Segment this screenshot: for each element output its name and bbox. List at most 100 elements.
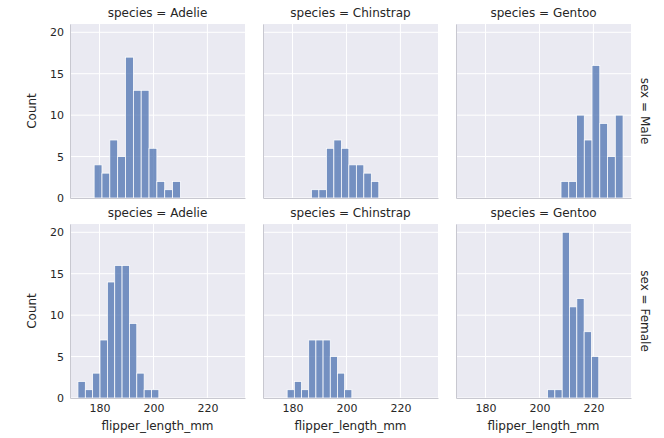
histogram-bar bbox=[126, 57, 134, 198]
grid-line-y bbox=[456, 356, 631, 357]
grid-line-y bbox=[263, 315, 438, 316]
y-axis-line bbox=[70, 225, 71, 399]
histogram-bar bbox=[165, 190, 173, 198]
histogram-bar bbox=[115, 265, 122, 398]
panel-title: species = Gentoo bbox=[490, 6, 596, 20]
grid-line-y bbox=[456, 32, 631, 33]
y-tick: 5 bbox=[57, 351, 70, 364]
y-tick: 0 bbox=[57, 192, 70, 205]
histogram-bar bbox=[78, 381, 85, 398]
grid-line-y bbox=[263, 115, 438, 116]
y-tick: 5 bbox=[57, 151, 70, 164]
y-tick-label: 5 bbox=[57, 151, 64, 164]
histogram-bar bbox=[334, 140, 341, 198]
panel: species = Gentoo sex = Male bbox=[456, 6, 652, 199]
x-axis: 180 200 220 bbox=[71, 398, 246, 415]
x-axis: 180200220 bbox=[457, 398, 632, 415]
grid-line-x bbox=[153, 224, 154, 398]
x-tick: 180 bbox=[90, 398, 111, 415]
histogram-bar bbox=[157, 181, 165, 198]
grid-line-y bbox=[456, 273, 631, 274]
row-label: sex = Male bbox=[638, 78, 652, 145]
x-axis bbox=[71, 198, 246, 200]
histogram-bar bbox=[555, 390, 562, 398]
histogram-bar bbox=[151, 390, 158, 398]
histogram-bar bbox=[85, 390, 92, 398]
grid-line-x bbox=[292, 24, 293, 198]
histogram-bar bbox=[129, 323, 136, 398]
panel: 05101520species = AdelieCount bbox=[25, 6, 246, 205]
x-axis-line bbox=[457, 198, 632, 199]
histogram-bar bbox=[326, 148, 333, 198]
y-tick: 10 bbox=[50, 109, 70, 122]
y-tick-label: 5 bbox=[57, 351, 64, 364]
x-tick-label: 200 bbox=[143, 402, 164, 415]
y-axis-line bbox=[70, 25, 71, 199]
x-axis bbox=[264, 198, 439, 200]
grid bbox=[263, 24, 438, 198]
y-tick: 10 bbox=[50, 309, 70, 322]
histogram-bar bbox=[569, 181, 577, 198]
y-tick: 15 bbox=[50, 68, 70, 81]
y-axis bbox=[456, 25, 458, 199]
x-tick: 180 bbox=[283, 398, 304, 415]
plot-background bbox=[263, 24, 438, 198]
x-axis-title: flipper_length_mm bbox=[101, 419, 213, 433]
histogram-bar bbox=[584, 140, 592, 198]
histogram-bar bbox=[569, 307, 576, 398]
histogram-bar bbox=[137, 373, 144, 398]
x-axis-title: flipper_length_mm bbox=[294, 419, 406, 433]
plot-background bbox=[263, 224, 438, 398]
y-tick: 0 bbox=[57, 392, 70, 405]
histogram-bar bbox=[118, 157, 126, 198]
grid-line-y bbox=[456, 73, 631, 74]
x-tick-label: 220 bbox=[390, 402, 411, 415]
y-tick-label: 15 bbox=[50, 68, 64, 81]
histogram-bar bbox=[110, 140, 118, 198]
plot-background bbox=[70, 224, 245, 398]
x-tick-label: 220 bbox=[583, 402, 604, 415]
grid-line-y bbox=[70, 115, 245, 116]
figure: 0 5 10 15 20 species = Adelie Count species = C… bbox=[0, 0, 664, 438]
panel: 18020022005101520species = Adelieflipper… bbox=[25, 206, 246, 433]
bars bbox=[561, 65, 623, 198]
x-tick-label: 200 bbox=[336, 402, 357, 415]
x-axis-line bbox=[264, 198, 439, 199]
histogram-bar bbox=[294, 381, 301, 398]
panel-title: species = Adelie bbox=[108, 6, 208, 20]
grid bbox=[456, 224, 631, 398]
x-axis-title: flipper_length_mm bbox=[487, 419, 599, 433]
y-axis bbox=[263, 225, 265, 399]
x-axis: 180 200 220 bbox=[264, 398, 439, 415]
grid-line-y bbox=[263, 232, 438, 233]
y-tick: 20 bbox=[50, 226, 70, 239]
figure-background bbox=[0, 0, 664, 438]
grid-line-y bbox=[456, 315, 631, 316]
grid-line-y bbox=[70, 32, 245, 33]
histogram-bar bbox=[173, 181, 181, 198]
histogram-bar bbox=[94, 165, 102, 198]
panel-title: species = Chinstrap bbox=[290, 206, 410, 220]
y-axis-title: Count bbox=[25, 93, 39, 129]
histogram-bar bbox=[364, 173, 371, 198]
y-axis-line bbox=[456, 225, 457, 399]
x-tick-label: 220 bbox=[197, 402, 218, 415]
histogram-bar bbox=[122, 265, 129, 398]
histogram-bar bbox=[309, 340, 316, 398]
grid-line-y bbox=[70, 273, 245, 274]
histogram-bar bbox=[141, 90, 149, 198]
x-tick: 180 bbox=[476, 398, 497, 415]
row-label: sex = Female bbox=[638, 270, 652, 352]
grid-line-y bbox=[263, 273, 438, 274]
histogram-bar bbox=[548, 390, 555, 398]
histogram-bar bbox=[93, 373, 100, 398]
y-axis-title: Count bbox=[25, 293, 39, 329]
y-axis bbox=[456, 225, 458, 399]
x-axis-line bbox=[457, 398, 632, 399]
histogram-bar bbox=[349, 165, 356, 198]
histogram-bar bbox=[371, 181, 378, 198]
plot-background bbox=[456, 24, 631, 198]
y-tick-label: 10 bbox=[50, 309, 64, 322]
bars bbox=[311, 140, 378, 198]
bars bbox=[94, 57, 180, 198]
